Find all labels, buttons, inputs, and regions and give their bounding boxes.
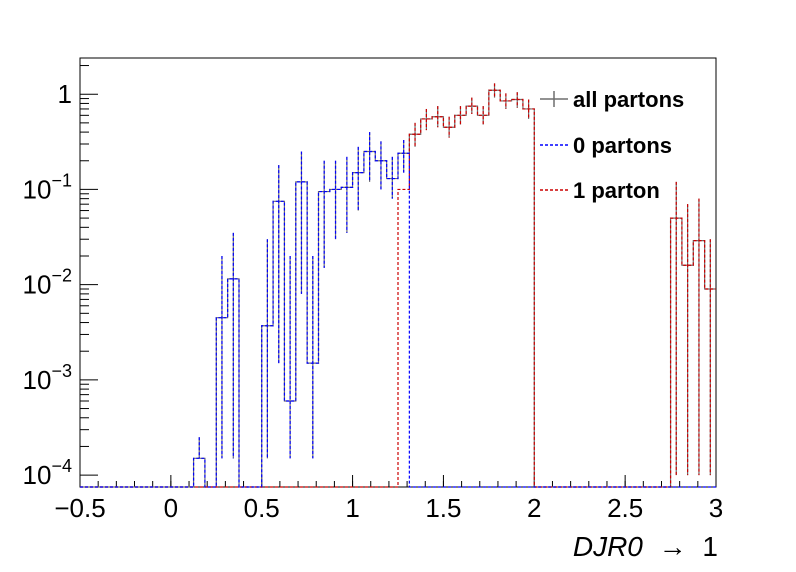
legend-label: 0 partons xyxy=(573,133,672,158)
x-tick-label: 2 xyxy=(527,493,541,523)
series-1-parton xyxy=(80,83,716,488)
x-axis-arrow: → xyxy=(659,531,687,562)
legend-entry: 0 partons xyxy=(540,133,672,158)
y-tick-exponent: −4 xyxy=(51,456,72,476)
x-tick-label: 2.5 xyxy=(607,493,643,523)
x-axis-title: DJR0 → 1 xyxy=(573,531,718,562)
x-tick-label: 3 xyxy=(709,493,723,523)
y-tick-label: 1 xyxy=(58,79,72,109)
x-tick-label: 0.5 xyxy=(244,493,280,523)
x-tick-label: −0.5 xyxy=(54,493,105,523)
y-tick-base: 10 xyxy=(23,365,52,395)
x-tick-label: 1.5 xyxy=(425,493,461,523)
y-tick-exponent: −1 xyxy=(51,170,72,190)
legend-entry: all partons xyxy=(540,87,684,112)
y-tick-base: 10 xyxy=(23,174,52,204)
legend-entry: 1 parton xyxy=(540,178,660,203)
legend-label: 1 parton xyxy=(573,178,660,203)
series-line xyxy=(80,150,716,488)
x-axis-suffix: 1 xyxy=(702,531,718,562)
axes: −0.5 0 0.5 1 1.5 2 2.5 310−410−310−210−11 xyxy=(23,65,723,523)
series-layer xyxy=(80,83,716,488)
y-tick-label: 10−3 xyxy=(23,361,72,395)
y-tick-exponent: −2 xyxy=(51,266,72,286)
x-tick-label: 0 xyxy=(164,493,178,523)
y-tick-label: 10−4 xyxy=(23,456,72,490)
y-tick-base: 10 xyxy=(23,270,52,300)
y-tick-label: 10−1 xyxy=(23,170,72,204)
x-tick-label: 1 xyxy=(345,493,359,523)
y-tick-label: 10−2 xyxy=(23,266,72,300)
y-tick-exponent: −3 xyxy=(51,361,72,381)
y-tick-base: 10 xyxy=(23,460,52,490)
legend: all partons 0 partons 1 parton xyxy=(540,87,684,203)
series-0-partons xyxy=(80,132,716,488)
legend-label: all partons xyxy=(573,87,684,112)
x-axis-variable: DJR0 xyxy=(573,531,643,562)
